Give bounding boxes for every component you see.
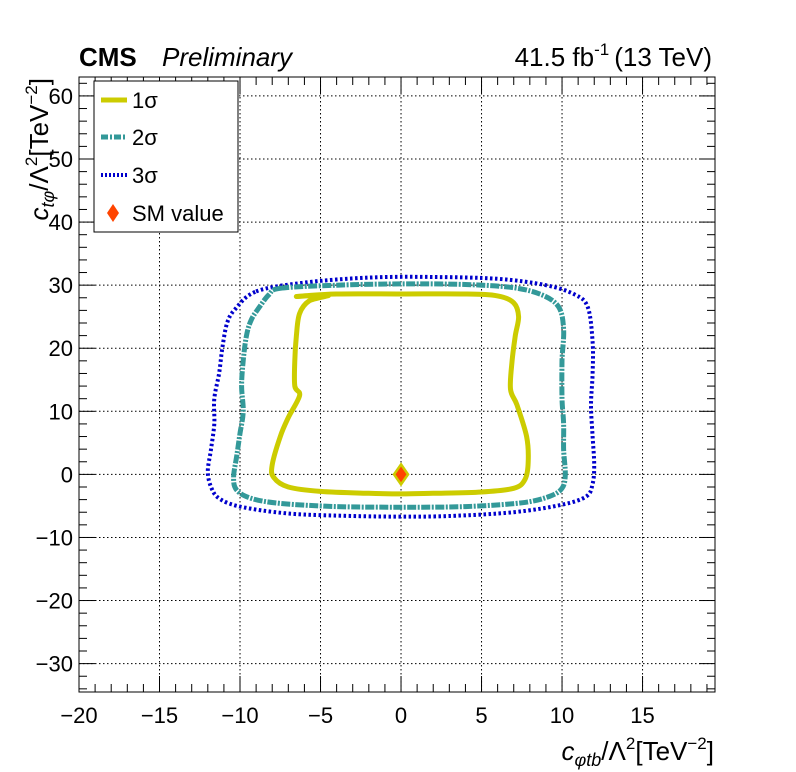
x-axis-lambda: /Λ [601,736,626,766]
x-axis-subscript: φtb [575,750,602,770]
y-tick-label: −30 [36,652,73,677]
y-tick-label: −20 [36,589,73,614]
y-axis-unit: [TeV [24,104,54,157]
lumi-exponent: -1 [594,40,609,59]
grid-lines [79,77,715,692]
sm-value-marker [392,462,410,487]
energy-label: (13 TeV) [614,42,712,72]
legend-label-sm-value: SM value [132,201,224,226]
y-axis-symbol: c [24,207,54,220]
contour-2sigma [231,281,568,510]
axis-ticks [78,77,715,692]
y-axis-lambda-power: 2 [22,157,41,166]
legend-swatch-sm-marker [107,204,119,222]
y-axis-title: ctφ/Λ2[TeV−2] [22,78,58,220]
y-axis-close: ] [24,78,54,85]
legend-item-3sigma: 3σ [101,163,158,188]
contours [205,274,597,519]
contour-1sigma [269,291,531,497]
y-tick-label: 40 [49,210,73,235]
lumi-value: 41.5 fb [515,42,595,72]
legend-label-1sigma: 1σ [132,88,158,113]
sm-marker-layer [392,462,410,487]
luminosity-label: 41.5 fb-1 (13 TeV) [515,40,712,72]
x-tick-label: −5 [308,703,333,728]
legend-item-2sigma: 2σ [101,125,158,150]
x-tick-label: 15 [630,703,654,728]
x-axis-title: cφtb/Λ2[TeV−2] [562,734,714,770]
y-tick-label: 60 [49,84,73,109]
x-tick-label: −15 [141,703,178,728]
legend-box [93,80,239,233]
x-axis-unit-power: −2 [687,734,706,753]
y-axis-lambda: /Λ [24,165,54,190]
x-tick-label: −20 [60,703,97,728]
x-tick-label: 5 [475,703,487,728]
y-axis-unit-power: −2 [22,85,41,104]
legend-label-2sigma: 2σ [132,125,158,150]
y-tick-label: 30 [49,273,73,298]
experiment-label: CMS [79,42,137,72]
x-axis-lambda-power: 2 [626,734,635,753]
y-tick-label: −10 [36,525,73,550]
y-tick-labels: −30 −20 −10 0 10 20 30 40 50 60 [36,84,73,677]
x-tick-label: 0 [395,703,407,728]
status-label: Preliminary [162,42,294,72]
legend-label-3sigma: 3σ [132,163,158,188]
x-axis-close: ] [707,736,714,766]
legend: 1σ 2σ 3σ SM value [93,80,239,233]
x-axis-unit: [TeV [635,736,688,766]
legend-item-sm-value: SM value [107,201,224,226]
y-axis-subscript: tφ [38,190,58,207]
plot-frame [78,76,716,693]
x-tick-labels: −20 −15 −10 −5 0 5 10 15 [60,703,654,728]
contour-3sigma [205,274,597,519]
y-tick-label: 0 [61,462,73,487]
y-tick-label: 10 [49,399,73,424]
legend-item-1sigma: 1σ [101,88,158,113]
y-tick-label: 20 [49,336,73,361]
x-tick-label: 10 [550,703,574,728]
x-tick-label: −10 [221,703,258,728]
x-axis-symbol: c [562,736,575,766]
y-tick-label: 50 [49,147,73,172]
